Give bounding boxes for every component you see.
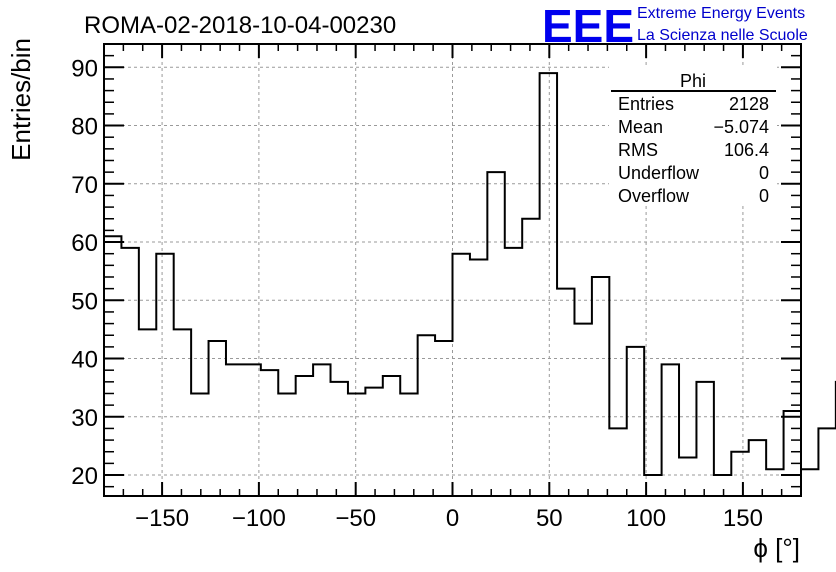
stats-box: Phi Entries 2128 Mean −5.074 RMS 106.4 U… [609,66,777,206]
x-tick-label-4: 50 [536,505,563,532]
run-title: ROMA-02-2018-10-04-00230 [84,12,396,39]
y-tick-label-4: 60 [71,230,98,257]
x-tick-label-6: 150 [723,505,763,532]
stats-mean-label: Mean [618,117,663,137]
plot-frame [103,43,802,497]
axis-ticks [104,43,801,496]
stats-overflow-value: 0 [759,186,769,206]
eee-logo-line2: La Scienza nelle Scuole [637,27,808,44]
y-tick-label-5: 70 [71,172,98,199]
y-tick-label-1: 30 [71,405,98,432]
y-tick-label-2: 40 [71,347,98,374]
x-tick-label-1: −100 [232,505,286,532]
eee-logo-line1: Extreme Energy Events [637,5,805,22]
stats-overflow-label: Overflow [618,186,690,206]
stats-entries-value: 2128 [729,94,769,114]
stats-underflow-value: 0 [759,163,769,183]
y-tick-label-6: 80 [71,114,98,141]
histogram-line [104,72,836,477]
x-tick-label-0: −150 [135,505,189,532]
x-tick-labels: −150 −100 −50 0 50 100 150 [135,505,763,532]
stats-entries-label: Entries [618,94,674,114]
stats-rms-label: RMS [618,140,658,160]
y-tick-label-7: 90 [71,55,98,82]
stats-mean-value: −5.074 [713,117,769,137]
x-axis-label: ϕ [°] [753,533,800,563]
y-tick-label-3: 50 [71,288,98,315]
x-tick-label-2: −50 [335,505,376,532]
y-tick-label-0: 20 [71,463,98,490]
y-tick-labels: 20 30 40 50 60 70 80 90 [71,55,98,490]
stats-box-title: Phi [680,71,706,91]
x-tick-label-3: 0 [446,505,459,532]
stats-rms-value: 106.4 [724,140,769,160]
stats-underflow-label: Underflow [618,163,700,183]
y-axis-label: Entries/bin [6,38,36,161]
stats-box-background [609,66,777,206]
x-tick-label-5: 100 [626,505,666,532]
